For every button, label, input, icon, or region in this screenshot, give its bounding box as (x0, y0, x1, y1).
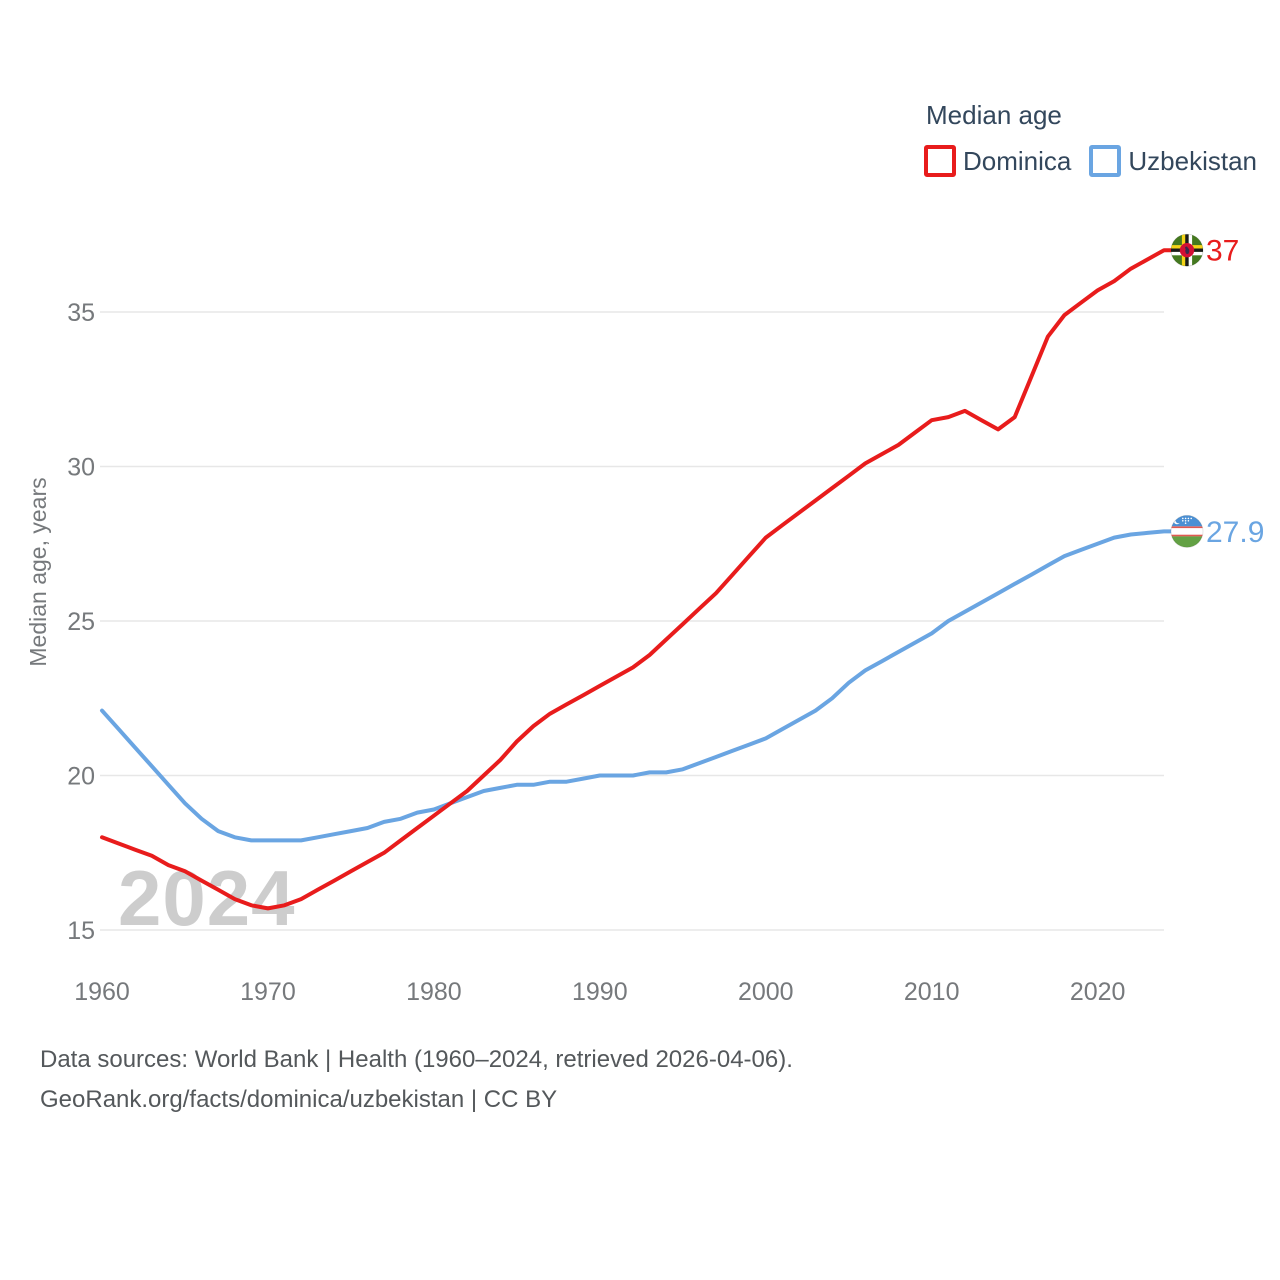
y-tick-label: 25 (67, 608, 95, 636)
data-sources-line: Data sources: World Bank | Health (1960–… (40, 1046, 793, 1073)
y-tick-label: 15 (67, 917, 95, 945)
legend-label-dominica: Dominica (963, 145, 1072, 176)
uzbekistan-end-value-label: 27.9 (1206, 516, 1264, 549)
dominica-end-value-label: 37 (1206, 235, 1239, 268)
x-tick-label: 1970 (240, 978, 296, 1006)
dominica-flag-icon (1170, 233, 1204, 267)
x-tick-label: 2010 (904, 978, 960, 1006)
x-tick-label: 1990 (572, 978, 628, 1006)
y-axis-tick-labels: 15 20 25 30 35 (67, 299, 95, 945)
y-tick-label: 30 (67, 454, 95, 482)
x-axis-tick-labels: 1960 1970 1980 1990 2000 2010 2020 (74, 978, 1125, 1006)
x-tick-label: 2000 (738, 978, 794, 1006)
y-tick-label: 35 (67, 299, 95, 327)
x-tick-label: 2020 (1070, 978, 1126, 1006)
y-axis-title: Median age, years (25, 477, 51, 666)
uzbekistan-color-swatch (1089, 145, 1122, 177)
legend-item-dominica[interactable]: Dominica (924, 145, 1071, 177)
legend-title: Median age (926, 100, 1062, 130)
legend-row: Dominica Uzbekistan (924, 145, 1257, 177)
x-tick-label: 1960 (74, 978, 130, 1006)
uzbekistan-line[interactable] (100, 529, 1173, 843)
footer: Data sources: World Bank | Health (1960–… (40, 1040, 793, 1120)
watermark-year: 2024 (118, 854, 296, 942)
dominica-color-swatch (924, 145, 956, 177)
uzbekistan-flag-icon (1170, 514, 1204, 548)
attribution-line: GeoRank.org/facts/dominica/uzbekistan | … (40, 1086, 558, 1113)
gridlines (100, 311, 1164, 931)
dominica-line[interactable] (100, 248, 1173, 911)
median-age-line-chart: 2024 15 20 25 30 35 1960 1970 1980 1990 2000 2010… (25, 233, 1264, 1006)
legend-item-uzbekistan[interactable]: Uzbekistan (1089, 145, 1257, 177)
legend-label-uzbekistan: Uzbekistan (1128, 145, 1257, 176)
y-tick-label: 20 (67, 763, 95, 791)
legend: Median age Dominica Uzbekistan (924, 100, 1257, 177)
x-tick-label: 1980 (406, 978, 462, 1006)
